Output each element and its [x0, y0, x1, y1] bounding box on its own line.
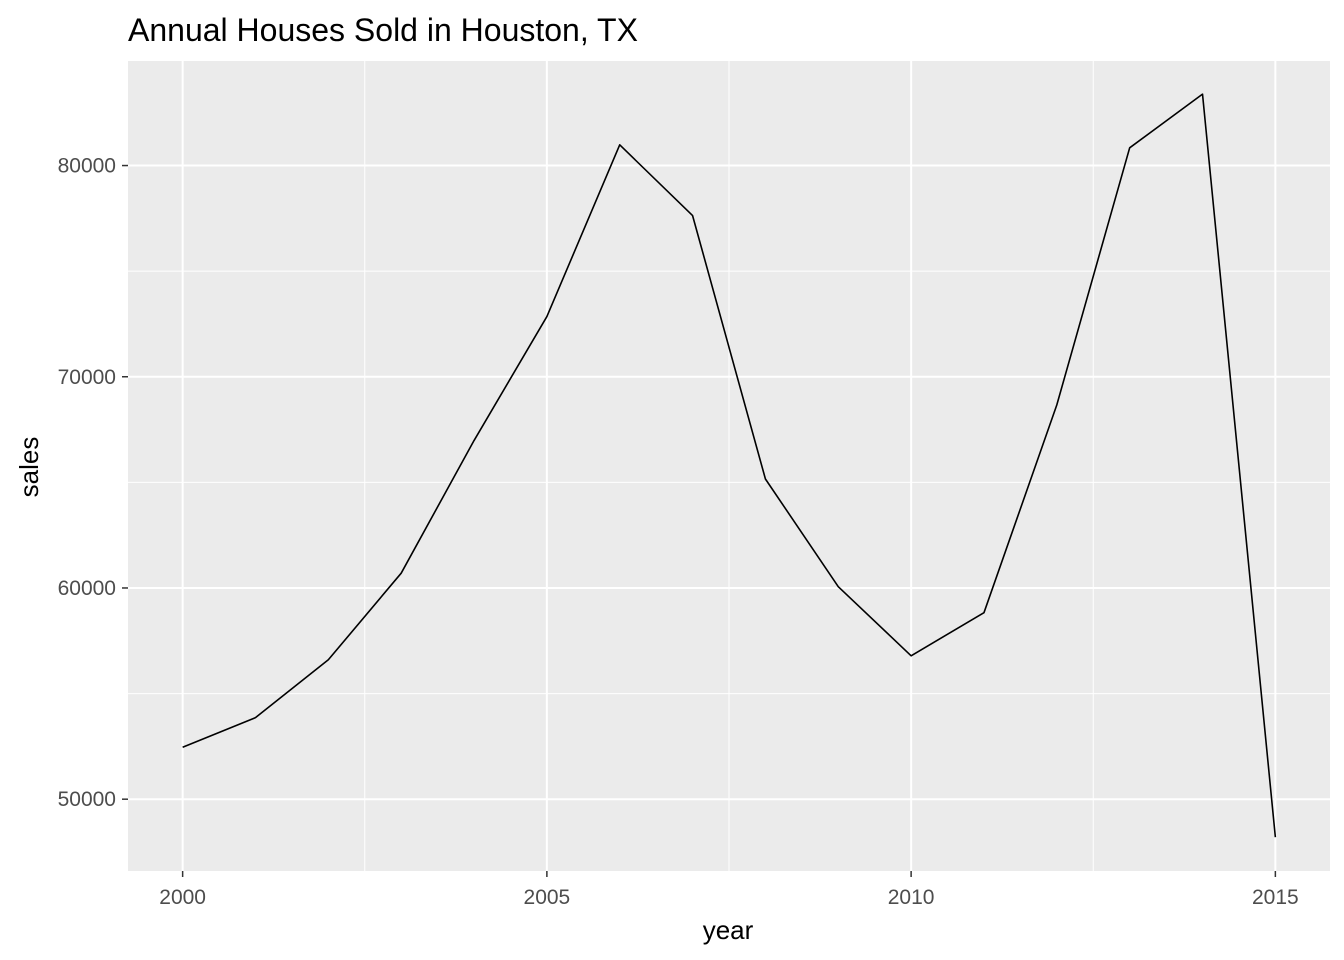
y-axis: 50000 60000 70000 80000 — [58, 155, 128, 811]
y-tick-label: 50000 — [58, 788, 116, 811]
x-tick-label: 2005 — [524, 886, 571, 909]
x-tick-label: 2000 — [159, 886, 206, 909]
y-tick-label: 60000 — [58, 577, 116, 600]
y-tick-label: 70000 — [58, 366, 116, 389]
x-axis: 2000 2005 2010 2015 — [159, 871, 1299, 909]
minor-gridlines — [128, 61, 1330, 871]
y-tick-label: 80000 — [58, 155, 116, 178]
chart-title: Annual Houses Sold in Houston, TX — [128, 12, 638, 48]
series-layer — [182, 93, 1277, 838]
y-axis-title: sales — [14, 437, 44, 498]
x-tick-label: 2015 — [1252, 886, 1299, 909]
x-axis-title: year — [703, 915, 754, 945]
series-line — [182, 93, 1277, 838]
major-gridlines — [128, 61, 1330, 871]
x-tick-label: 2010 — [888, 886, 935, 909]
